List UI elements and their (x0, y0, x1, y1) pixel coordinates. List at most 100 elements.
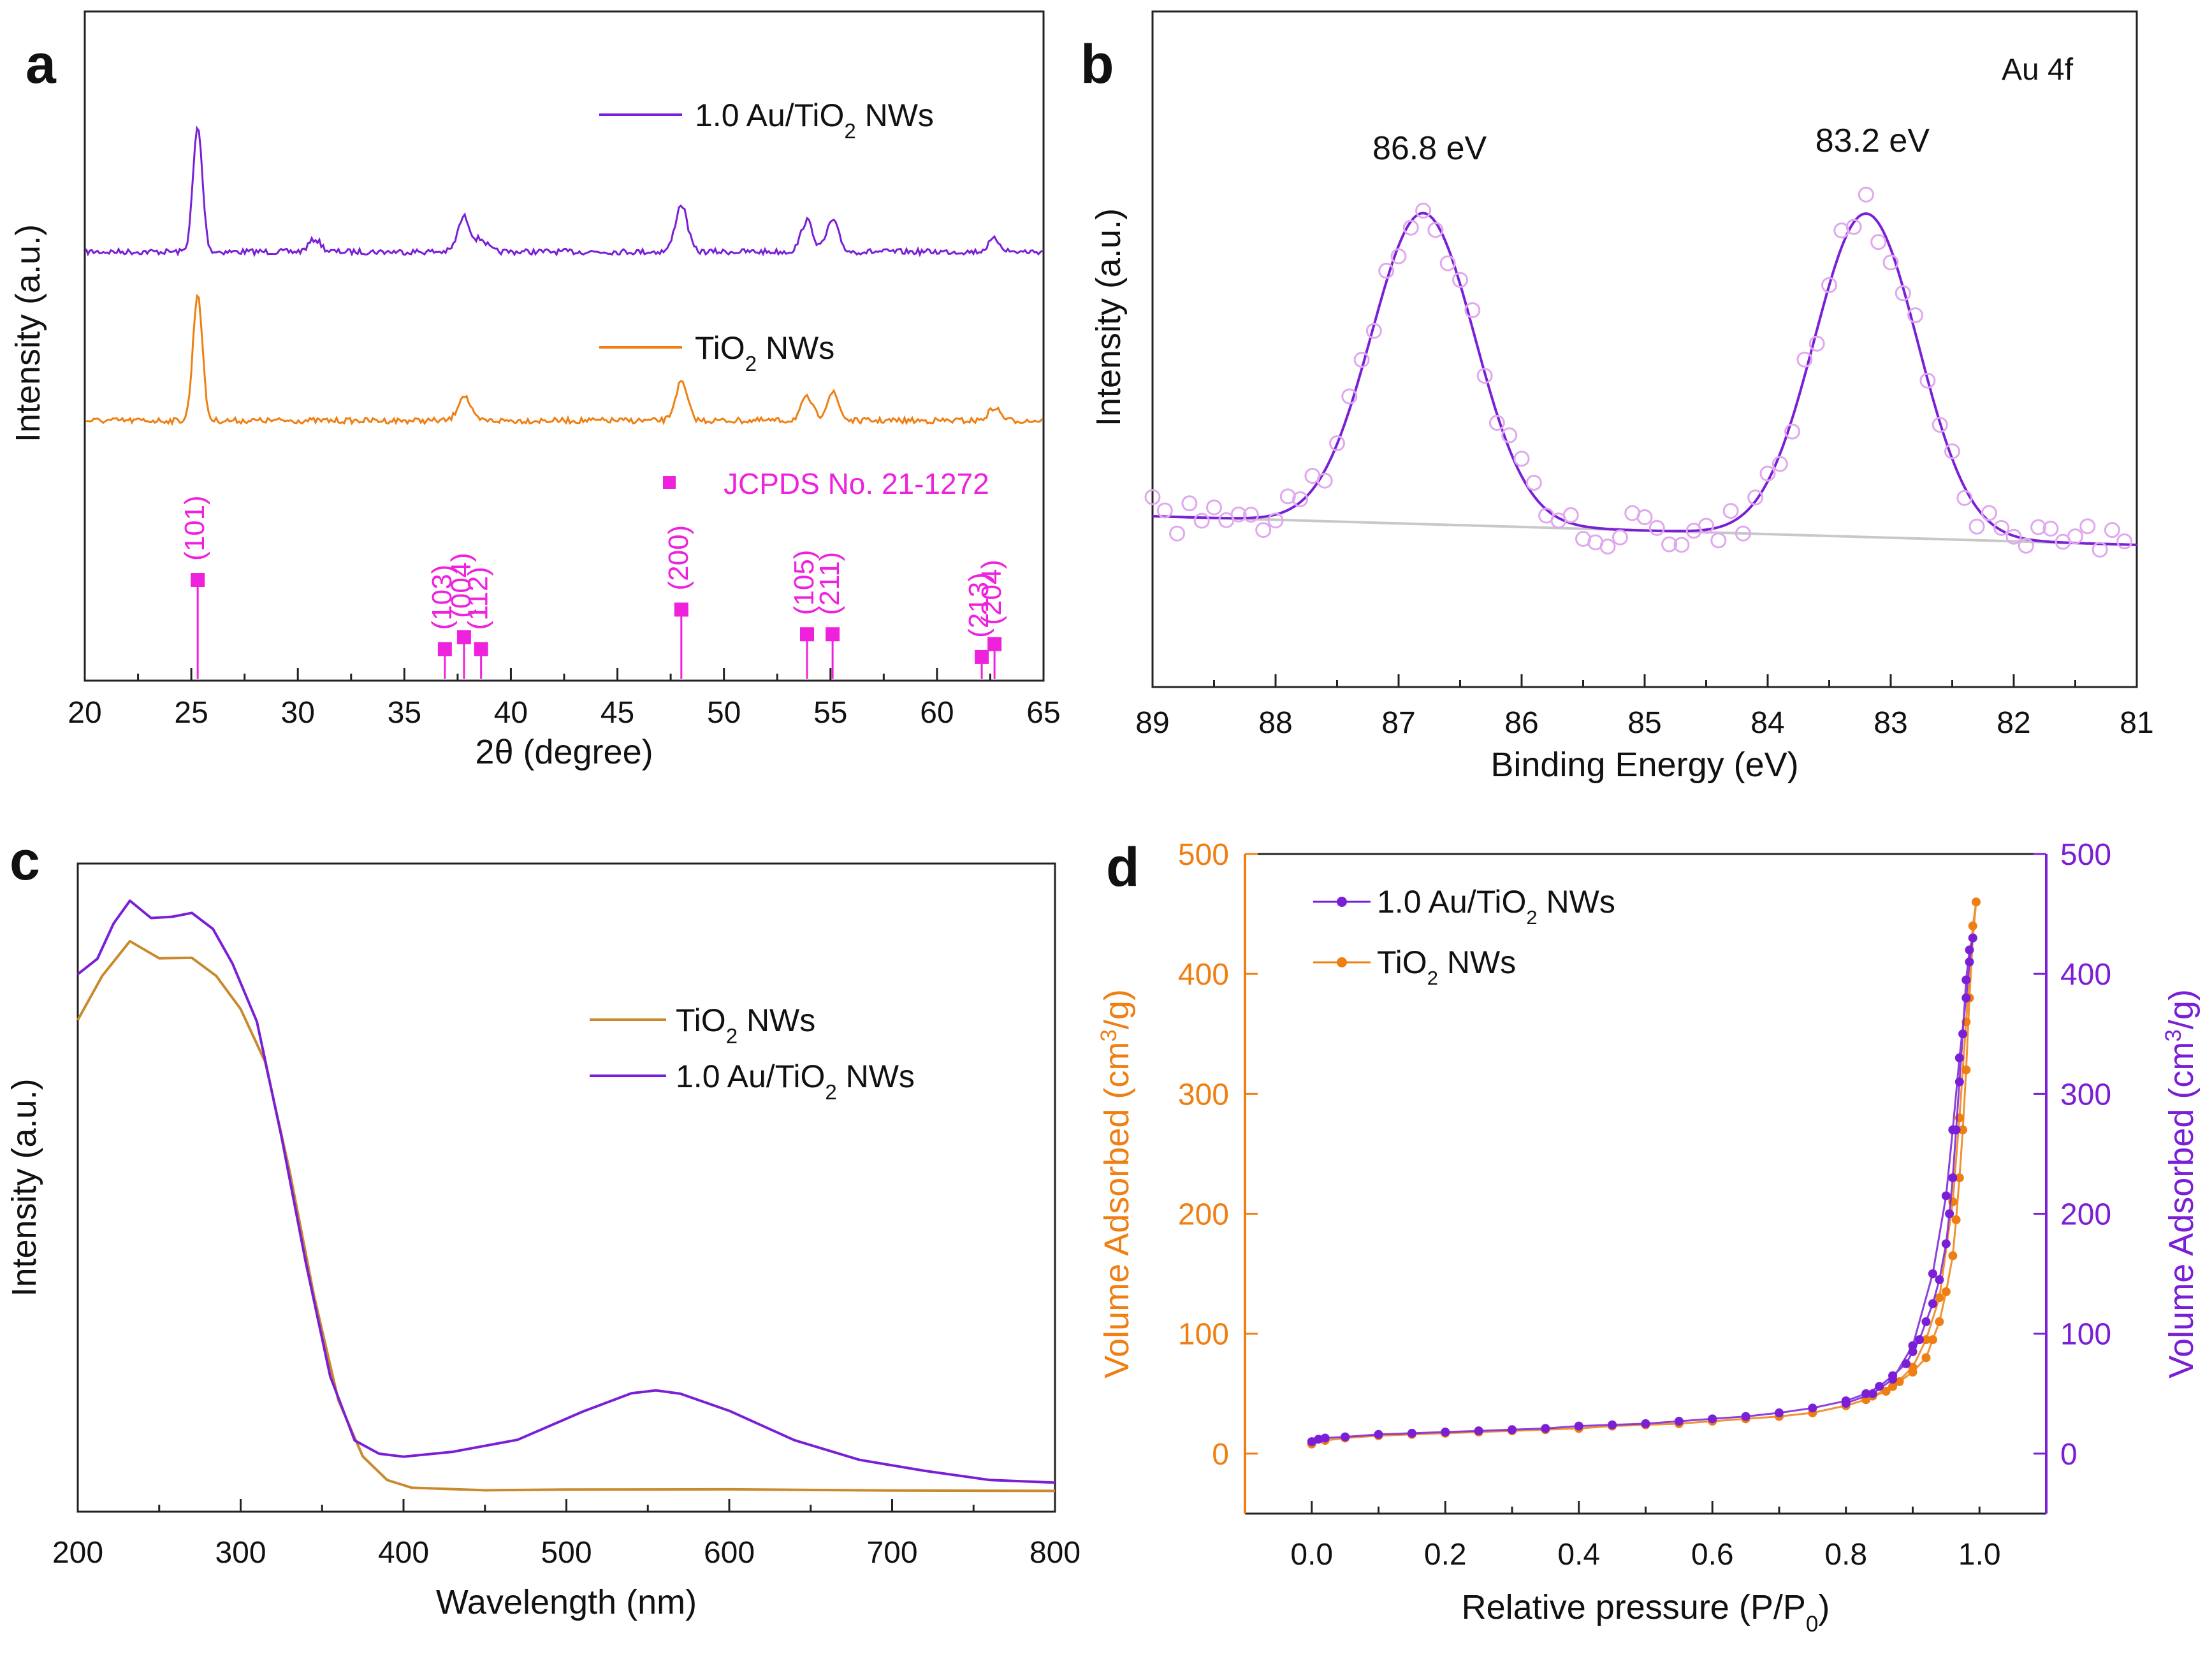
series-point-au-tio2 (1474, 1426, 1483, 1436)
series-point-au-tio2 (1965, 957, 1974, 967)
series-point-tio2 (1954, 1173, 1964, 1183)
x-tick-label: 85 (1627, 706, 1661, 740)
left-y-tick-label: 200 (1178, 1198, 1229, 1232)
reference-legend-label: JCPDS No. 21-1272 (724, 467, 989, 500)
legend-marker (1337, 957, 1347, 967)
series-point-au-tio2 (1407, 1428, 1416, 1438)
x-tick-label: 0.4 (1557, 1538, 1600, 1572)
series-point-au-tio2 (1808, 1403, 1817, 1413)
series-point-au-tio2 (1961, 975, 1971, 985)
raw-data-point (2042, 521, 2059, 537)
reference-peak-label: (112) (463, 567, 494, 630)
x-tick-label: 200 (52, 1536, 103, 1570)
raw-data-point (1513, 451, 1530, 467)
series-point-tio2 (1921, 1353, 1931, 1363)
series-point-au-tio2 (1374, 1429, 1383, 1439)
series-line-tio2 (76, 939, 1056, 1493)
reference-peak-label: (213) (963, 572, 994, 638)
series-point-au-tio2 (1541, 1424, 1550, 1433)
right-y-tick-label: 200 (2060, 1198, 2111, 1232)
series-point-au-tio2 (1958, 1029, 1968, 1039)
raw-data-point (1316, 472, 1333, 489)
raw-data-point (1365, 322, 1382, 339)
fit-curve (1152, 212, 2137, 546)
series-point-au-tio2 (1441, 1428, 1450, 1437)
raw-data-point (1796, 351, 1813, 368)
x-tick-label: 89 (1135, 706, 1169, 740)
raw-data-point (1907, 307, 1924, 324)
panel-letter-c: c (10, 830, 40, 892)
x-tick-label: 0.8 (1824, 1538, 1867, 1572)
series-point-au-tio2 (1948, 1173, 1958, 1183)
raw-data-point (2005, 528, 2022, 545)
x-tick-label: 55 (813, 696, 847, 730)
raw-data-point (1341, 388, 1358, 405)
left-y-tick-label: 500 (1178, 838, 1229, 872)
raw-data-point (1562, 507, 1579, 523)
series-point-au-tio2 (1574, 1421, 1583, 1431)
reference-peak-marker (800, 627, 815, 642)
x-tick-label: 25 (174, 696, 208, 730)
x-axis-title: Wavelength (nm) (436, 1583, 697, 1621)
x-tick-label: 65 (1026, 696, 1060, 730)
series-point-au-tio2 (1341, 1432, 1350, 1442)
series-line-tio2 (85, 293, 1044, 426)
x-tick-label: 35 (388, 696, 421, 730)
raw-data-point (1193, 512, 1210, 529)
series-point-tio2 (1948, 1251, 1958, 1261)
raw-data-point (2092, 541, 2108, 558)
raw-data-point (1772, 456, 1788, 472)
series-point-au-tio2 (1775, 1408, 1784, 1417)
reference-peak-label: (105) (789, 550, 820, 616)
y-axis-title: Intensity (a.u.) (1089, 208, 1128, 426)
series-point-au-tio2 (1968, 933, 1977, 943)
raw-data-point (1390, 248, 1407, 264)
raw-data-point (1661, 536, 1678, 553)
raw-data-point (1452, 271, 1468, 288)
raw-data-point (1501, 427, 1518, 444)
series-point-au-tio2 (1961, 993, 1971, 1002)
x-tick-label: 30 (281, 696, 315, 730)
plot-frame (76, 862, 1056, 1513)
reference-peak-label: (101) (179, 495, 210, 561)
left-y-tick-label: 300 (1178, 1078, 1229, 1111)
series-point-tio2 (1958, 1125, 1968, 1134)
raw-data-point (1169, 525, 1186, 542)
reference-peak-marker (474, 642, 488, 656)
series-point-au-tio2 (1921, 1317, 1931, 1326)
x-tick-label: 83 (1874, 706, 1907, 740)
raw-data-point (1353, 352, 1370, 368)
x-axis-title: Relative pressure (P/P0) (1462, 1588, 1830, 1637)
series-point-au-tio2 (1314, 1435, 1323, 1444)
legend-label: 1.0 Au/TiO2 NWs (676, 1059, 915, 1104)
x-axis-title: 2θ (degree) (475, 733, 653, 771)
raw-data-point (1156, 502, 1173, 519)
series-point-au-tio2 (1908, 1341, 1917, 1350)
x-axis-title: Binding Energy (eV) (1490, 746, 1798, 784)
raw-data-point (1599, 539, 1616, 555)
series-point-au-tio2 (1875, 1382, 1884, 1391)
right-y-tick-label: 0 (2060, 1438, 2077, 1472)
series-line-au-tio2 (85, 125, 1043, 257)
panel-c-uvvis: 200 300 400 500 600 700 800 Wavelength (nm) Inte… (5, 862, 1081, 1621)
raw-data-point (1882, 254, 1899, 271)
raw-data-point (1525, 474, 1542, 491)
series-point-tio2 (1941, 1287, 1951, 1296)
raw-data-point (1488, 415, 1505, 431)
raw-data-point (1956, 489, 1973, 506)
x-tick-label: 0.0 (1290, 1538, 1333, 1572)
series-point-tio2 (1935, 1317, 1944, 1326)
reference-marker-legend (663, 476, 676, 489)
series-point-au-tio2 (1641, 1419, 1650, 1428)
left-y-tick-label: 100 (1178, 1318, 1229, 1352)
series-point-tio2 (1888, 1382, 1898, 1391)
series-point-au-tio2 (1948, 1125, 1958, 1134)
raw-data-point (1981, 505, 1997, 521)
reference-peak-label: (211) (814, 552, 845, 615)
legend-label: 1.0 Au/TiO2 NWs (1377, 884, 1615, 929)
raw-data-point (1735, 525, 1751, 542)
series-point-au-tio2 (1888, 1375, 1898, 1384)
raw-data-point (1402, 219, 1419, 236)
right-y-tick-label: 100 (2060, 1318, 2111, 1352)
raw-data-point (1673, 537, 1690, 553)
